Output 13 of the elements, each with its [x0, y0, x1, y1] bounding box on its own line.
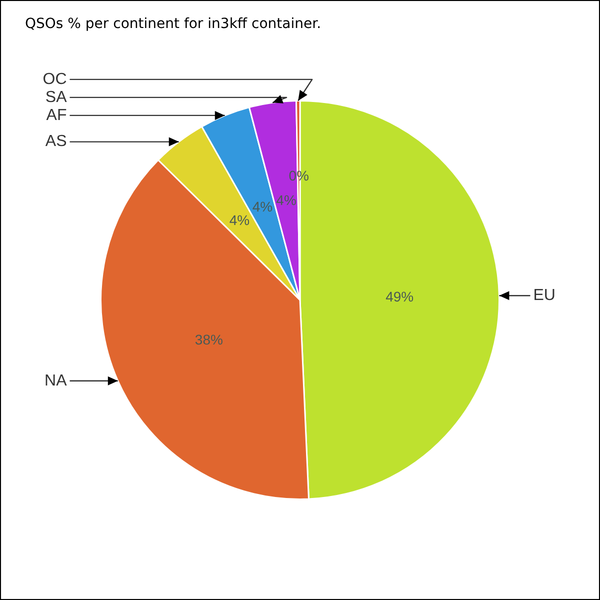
data-label: 4% — [229, 212, 250, 228]
slice-label: AF — [46, 106, 67, 124]
slice-label: NA — [44, 372, 68, 390]
data-label: 4% — [276, 192, 296, 208]
slice-label: SA — [45, 88, 68, 106]
data-label: 49% — [386, 288, 414, 305]
data-label: 4% — [252, 198, 273, 215]
data-label: 38% — [194, 331, 223, 348]
slice-label: EU — [533, 287, 556, 304]
slice-label: OC — [42, 70, 67, 88]
slice-label: AS — [45, 133, 67, 150]
data-label: 0% — [288, 167, 309, 184]
chart-title: QSOs % per continent for in3kff container. — [25, 16, 322, 32]
